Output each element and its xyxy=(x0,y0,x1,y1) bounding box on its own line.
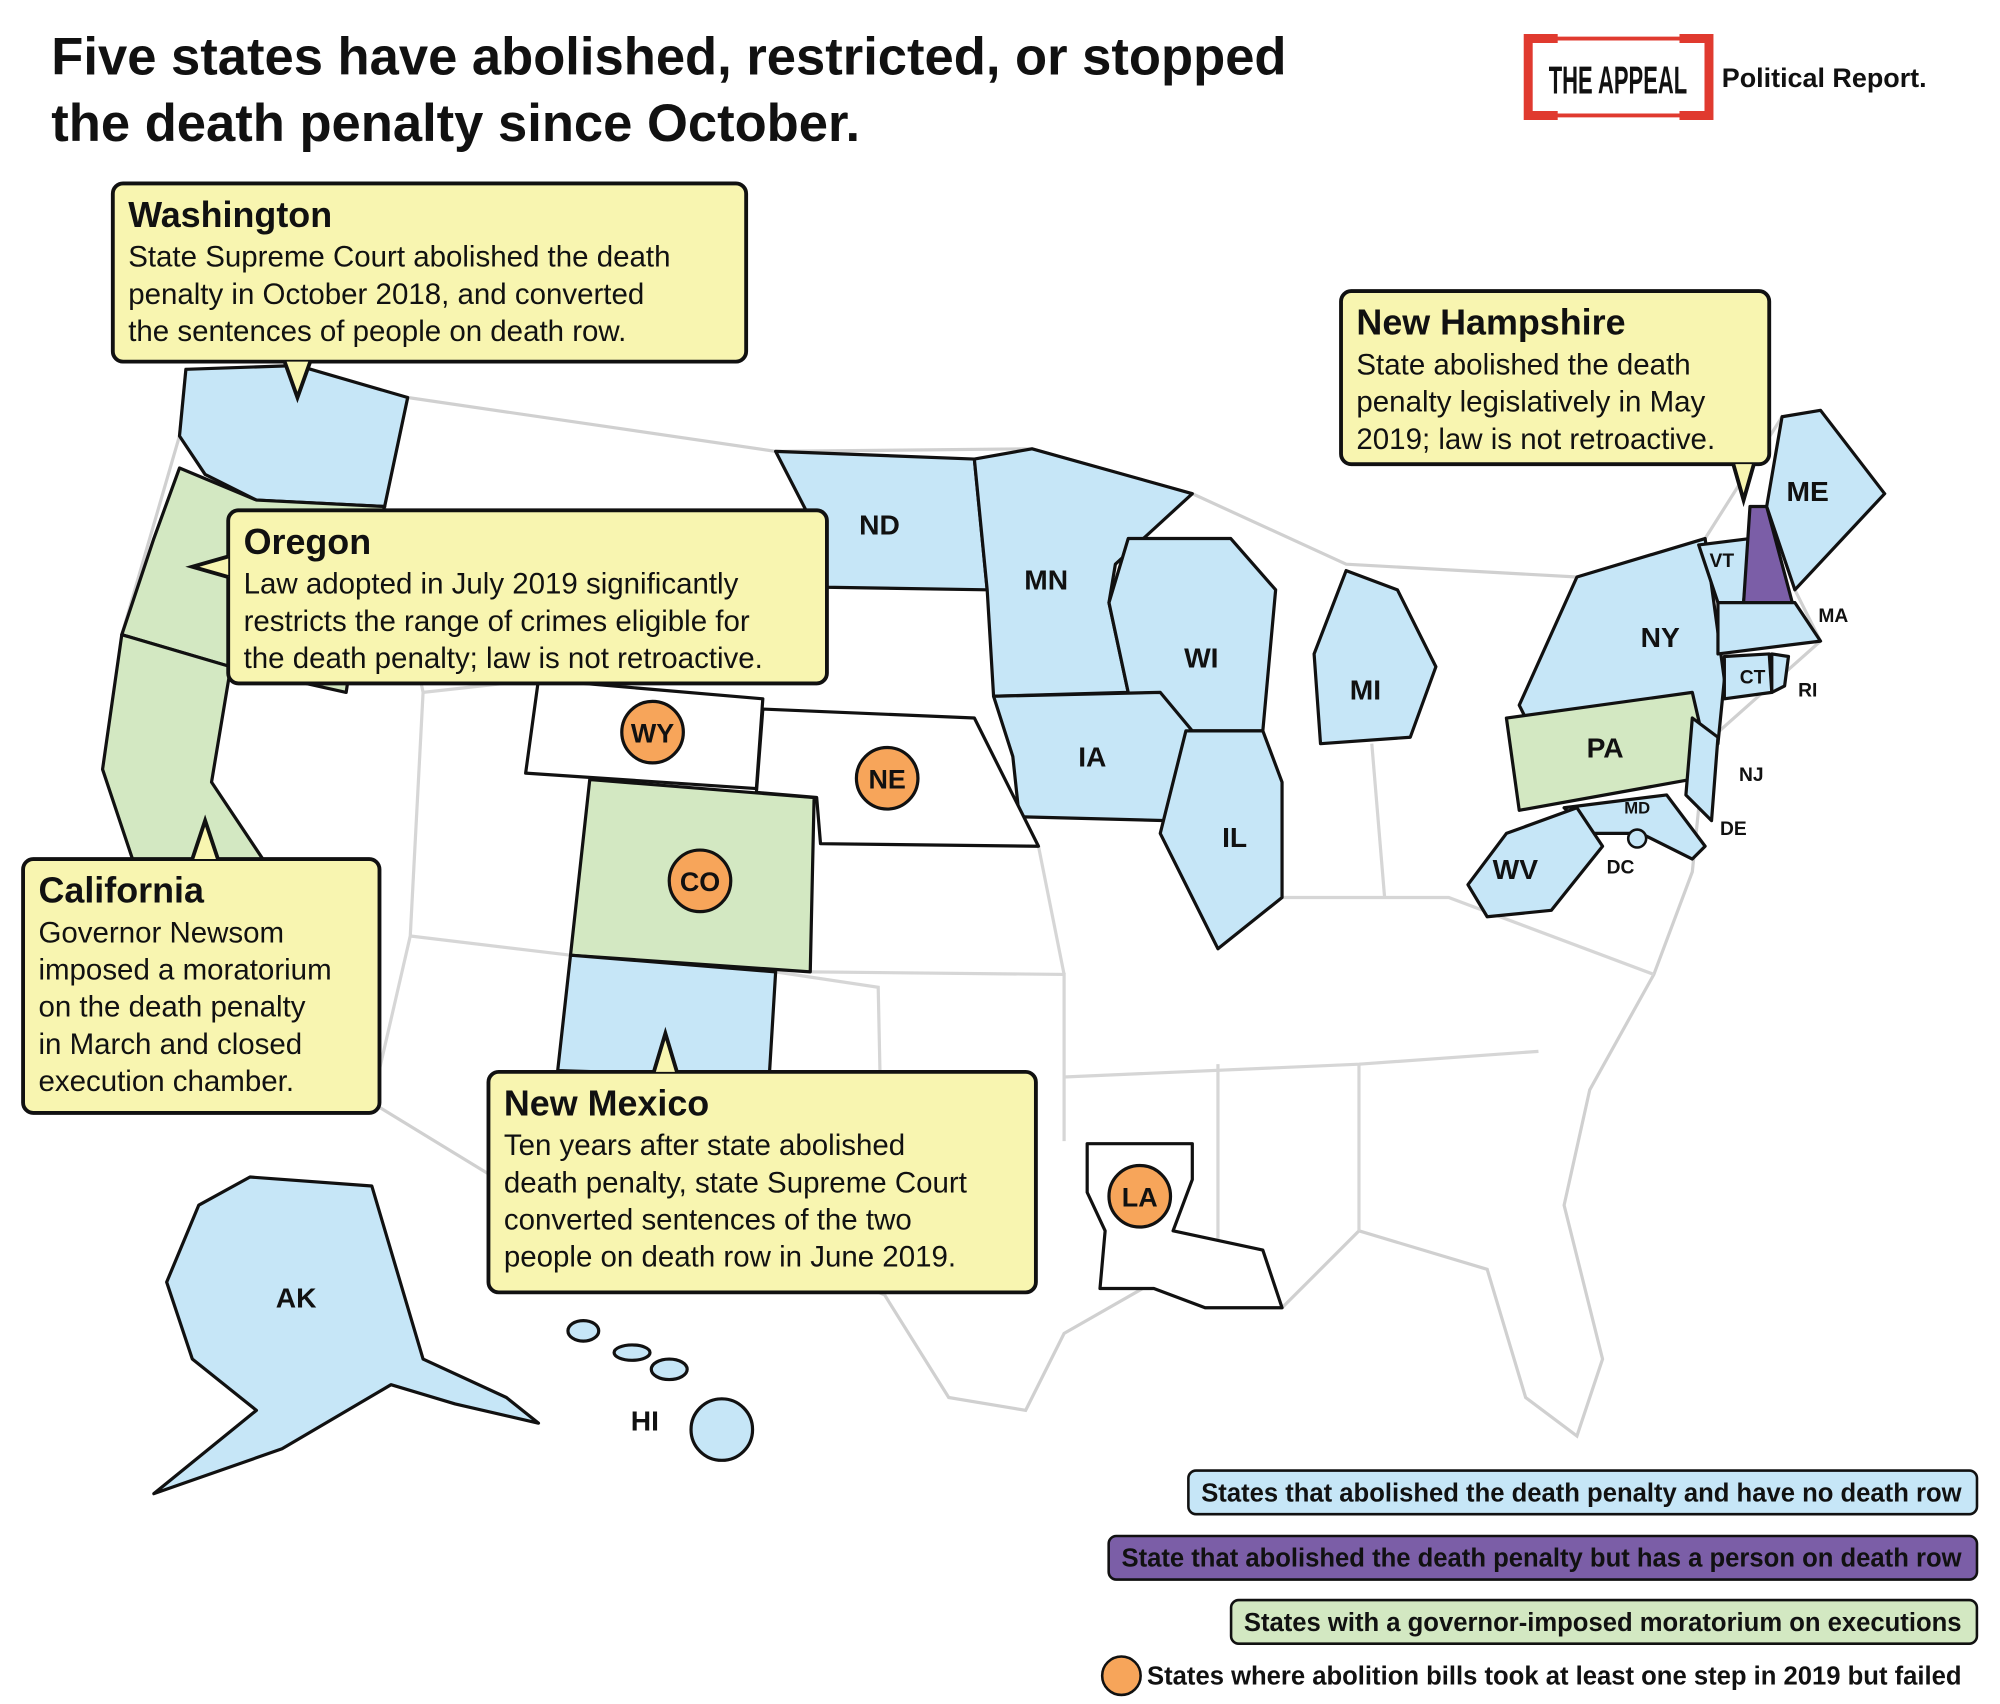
legend-label: State that abolished the death penalty b… xyxy=(1121,1545,1961,1573)
callout-tail xyxy=(185,554,229,579)
callout-text: State Supreme Court abolished the death xyxy=(128,241,670,274)
failed-bill-marker xyxy=(1107,1163,1173,1229)
callout-text: Law adopted in July 2019 significantly xyxy=(244,568,739,601)
failed-bill-marker xyxy=(620,699,685,765)
callout-tail xyxy=(282,360,313,404)
callout-box xyxy=(486,1069,1038,1295)
state-ri xyxy=(1770,652,1791,694)
callout-text: restricts the range of crimes eligible f… xyxy=(244,605,750,638)
legend-swatch xyxy=(1107,1534,1979,1581)
state-label: IL xyxy=(1222,821,1247,853)
failed-bill-marker xyxy=(854,745,920,811)
dc-marker xyxy=(1626,828,1648,849)
state-il xyxy=(1158,729,1284,951)
callout-box xyxy=(110,181,749,364)
state-wv xyxy=(1466,806,1605,919)
state-label: PA xyxy=(1587,731,1624,763)
state-label: ME xyxy=(1787,475,1829,507)
title-line: Five states have abolished, restricted, … xyxy=(51,27,1286,86)
failed-bill-label: WY xyxy=(631,718,674,748)
callout-text: on the death penalty xyxy=(38,991,305,1024)
callout-text: 2019; law is not retroactive. xyxy=(1356,423,1715,456)
state-label: IA xyxy=(1078,740,1106,772)
callout-tail xyxy=(190,814,220,860)
callout-text: Governor Newsom xyxy=(38,916,284,949)
logo-text: THE APPEAL xyxy=(1549,60,1687,103)
callout-text: penalty in October 2018, and converted xyxy=(128,278,644,311)
state-ma xyxy=(1716,601,1823,656)
callout-title: New Hampshire xyxy=(1356,303,1625,343)
callout-text: Ten years after state abolished xyxy=(504,1129,905,1162)
callout-text: converted sentences of the two xyxy=(504,1204,912,1237)
failed-bill-label: NE xyxy=(868,765,905,795)
callout-text: imposed a moratorium xyxy=(38,954,331,987)
callout-tail xyxy=(1731,463,1756,508)
legend-swatch xyxy=(1229,1598,1979,1645)
callout-text: penalty legislatively in May xyxy=(1356,386,1705,419)
callout-text: in March and closed xyxy=(38,1028,302,1061)
callout-box xyxy=(1339,289,1772,467)
state-label: MA xyxy=(1818,606,1848,627)
logo: THE APPEAL Political Report. xyxy=(1523,34,1927,120)
state-label: MI xyxy=(1350,674,1381,706)
state-hi xyxy=(566,1318,755,1462)
state-me xyxy=(1765,408,1887,592)
legend-swatch xyxy=(1100,1655,1142,1697)
callout-text: people on death row in June 2019. xyxy=(504,1241,956,1274)
state-label: NY xyxy=(1641,621,1680,653)
callout-text: death penalty, state Supreme Court xyxy=(504,1166,967,1199)
failed-bill-label: LA xyxy=(1122,1182,1158,1212)
state-label: AK xyxy=(276,1281,317,1313)
state-label: NJ xyxy=(1739,765,1764,786)
state-label: CT xyxy=(1740,668,1766,689)
state-label: WI xyxy=(1184,642,1218,674)
state-ak xyxy=(152,1175,541,1496)
callout-text: execution chamber. xyxy=(38,1065,294,1098)
annotations: Five states have abolished, restricted, … xyxy=(21,27,1979,1697)
callout-title: New Mexico xyxy=(504,1083,709,1123)
logo-subtitle: Political Report. xyxy=(1722,63,1927,93)
state-mi xyxy=(1312,568,1438,746)
state-label: HI xyxy=(631,1404,659,1436)
title-line: the death penalty since October. xyxy=(51,94,860,153)
state-label: VT xyxy=(1710,551,1735,572)
legend-swatch xyxy=(1187,1469,1979,1516)
state-label: DC xyxy=(1607,857,1635,878)
failed-bill-marker xyxy=(667,848,733,914)
callout-title: Oregon xyxy=(244,522,372,562)
state-label: RI xyxy=(1798,681,1817,702)
legend-label: States that abolished the death penalty … xyxy=(1201,1479,1961,1507)
state-nj xyxy=(1684,716,1720,823)
callout-text: State abolished the death xyxy=(1356,348,1690,381)
callout-text: the death penalty; law is not retroactiv… xyxy=(244,642,763,675)
state-label: DE xyxy=(1720,819,1747,840)
state-label: MN xyxy=(1024,563,1068,595)
failed-bill-label: CO xyxy=(680,867,720,897)
callout-title: California xyxy=(38,871,204,911)
callout-title: Washington xyxy=(128,195,332,235)
legend-label: States where abolition bills took at lea… xyxy=(1147,1663,1961,1691)
callout-box xyxy=(226,508,829,686)
callout-text: the sentences of people on death row. xyxy=(128,315,626,348)
legend-label: States with a governor-imposed moratoriu… xyxy=(1244,1609,1962,1637)
callout-tail xyxy=(652,1026,679,1073)
state-label: WV xyxy=(1493,853,1539,885)
state-label: ND xyxy=(859,508,900,540)
state-label: MD xyxy=(1624,799,1650,818)
